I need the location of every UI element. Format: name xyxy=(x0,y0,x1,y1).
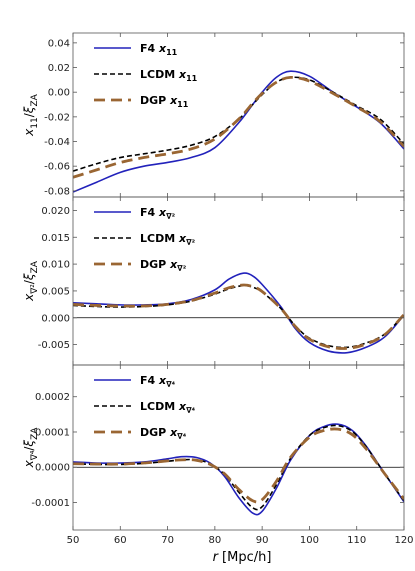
y-tick-label: 0.02 xyxy=(48,63,70,74)
panel-3: -0.0001 0.0000 0.0001 0.0002 50 60 70 80 90 100 11… xyxy=(22,364,414,546)
y-tick-label: 0.020 xyxy=(41,206,70,217)
legend-entry-dgp: DGP x∇² xyxy=(140,258,187,273)
x-tick-label: 90 xyxy=(256,535,269,546)
panel-1: -0.08 -0.06 -0.04 -0.02 0.00 0.02 0.04 x11/ξZA F… xyxy=(22,32,405,198)
legend-entry-lcdm: LCDM x11 xyxy=(140,68,198,83)
legend: F4 x∇² LCDM x∇² DGP x∇² xyxy=(94,206,196,273)
y-tick-label: -0.02 xyxy=(44,112,70,123)
panel-2: -0.005 0.000 0.005 0.010 0.015 0.020 x∇²/ξZA F4… xyxy=(22,196,405,366)
series-group xyxy=(73,423,404,516)
plot-frame xyxy=(72,196,405,366)
x-tick-label: 50 xyxy=(67,535,80,546)
series-line-f4 xyxy=(73,70,404,193)
y-tick-label: 0.005 xyxy=(41,286,70,297)
legend: F4 x11 LCDM x11 DGP x11 xyxy=(94,42,198,109)
legend: F4 x∇⁴ LCDM x∇⁴ DGP x∇⁴ xyxy=(94,374,196,441)
y-tick-label: 0.010 xyxy=(41,260,70,271)
legend-entry-lcdm: LCDM x∇² xyxy=(140,232,196,247)
series-line-f4 xyxy=(73,272,404,354)
legend-entry-dgp: DGP x∇⁴ xyxy=(140,426,187,441)
x-tick-label: 110 xyxy=(347,535,366,546)
x-tick-label: 60 xyxy=(114,535,127,546)
x-tick-label: 100 xyxy=(300,535,319,546)
legend-entry-lcdm: LCDM x∇⁴ xyxy=(140,400,196,415)
y-tick-label: -0.0001 xyxy=(31,498,70,509)
y-tick-label: 0.0001 xyxy=(35,427,70,438)
y-axis-label: x∇²/ξZA xyxy=(22,260,40,302)
series-line-dgp xyxy=(73,427,404,504)
legend-entry-f4: F4 x∇² xyxy=(140,206,176,221)
x-tick-label: 70 xyxy=(161,535,174,546)
y-tick-label: 0.015 xyxy=(41,233,70,244)
x-axis-label: r [Mpc/h] xyxy=(213,550,272,565)
y-tick-label: -0.04 xyxy=(44,137,70,148)
series-line-lcdm xyxy=(73,284,404,349)
y-tick-label: -0.08 xyxy=(44,186,70,197)
series-group xyxy=(73,70,404,193)
y-tick-label: 0.0002 xyxy=(35,392,70,403)
y-tick-label: -0.005 xyxy=(38,340,70,351)
plot-frame xyxy=(72,364,405,531)
y-tick-label: -0.06 xyxy=(44,162,70,173)
legend-entry-f4: F4 x∇⁴ xyxy=(140,374,176,389)
x-tick-label: 120 xyxy=(394,535,413,546)
y-tick-label: 0.0000 xyxy=(35,463,70,474)
panels: -0.08 -0.06 -0.04 -0.02 0.00 0.02 0.04 x11/ξZA F… xyxy=(22,32,414,546)
series-line-dgp xyxy=(73,75,404,179)
legend-entry-f4: F4 x11 xyxy=(140,42,178,57)
y-axis-label: x∇⁴/ξZA xyxy=(22,427,40,469)
series-group xyxy=(73,272,404,354)
y-tick-label: 0.00 xyxy=(48,88,70,99)
legend-entry-dgp: DGP x11 xyxy=(140,94,189,109)
y-axis-label: x11/ξZA xyxy=(22,93,40,136)
y-tick-label: 0.04 xyxy=(48,38,70,49)
y-tick-label: 0.000 xyxy=(41,313,70,324)
series-line-dgp xyxy=(73,283,404,350)
series-line-lcdm xyxy=(73,424,404,511)
x-tick-label: 80 xyxy=(208,535,221,546)
